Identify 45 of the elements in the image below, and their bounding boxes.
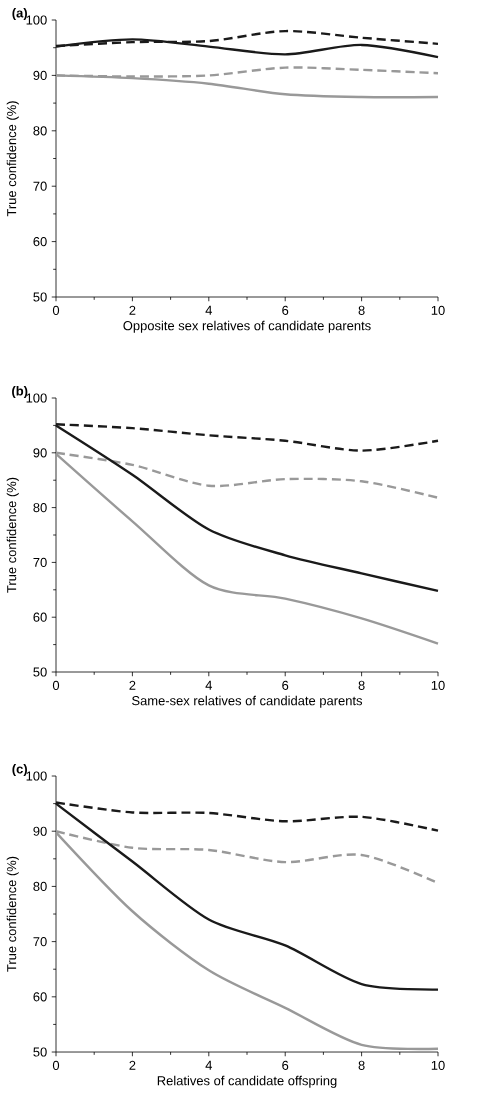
x-tick-label: 8 xyxy=(358,305,365,315)
y-tick-label: 100 xyxy=(26,771,47,781)
x-tick-label: 2 xyxy=(129,305,136,315)
y-tick-label: 50 xyxy=(33,667,47,677)
x-tick-label: 10 xyxy=(431,1060,445,1070)
y-tick-label: 80 xyxy=(33,126,47,136)
y-tick-label: 60 xyxy=(33,237,47,247)
x-axis-title: Same-sex relatives of candidate parents xyxy=(132,695,363,708)
y-tick-label: 80 xyxy=(33,503,47,513)
x-tick-label: 6 xyxy=(282,305,289,315)
x-tick-label: 2 xyxy=(129,1060,136,1070)
y-tick-label: 70 xyxy=(33,937,47,947)
x-tick-label: 8 xyxy=(358,1060,365,1070)
x-axis-title: Opposite sex relatives of candidate parents xyxy=(123,320,371,333)
x-tick-label: 4 xyxy=(205,1060,213,1070)
y-tick-label: 50 xyxy=(33,292,47,302)
x-tick-label: 10 xyxy=(431,680,445,690)
x-tick-label: 0 xyxy=(52,680,60,690)
x-tick-label: 2 xyxy=(129,680,136,690)
y-tick-label: 100 xyxy=(26,15,47,25)
y-tick-label: 70 xyxy=(33,557,47,567)
y-tick-label: 90 xyxy=(33,826,47,836)
y-tick-label: 80 xyxy=(33,881,47,891)
y-tick-label: 60 xyxy=(33,612,47,622)
chart-title: (c) xyxy=(12,763,27,777)
chart-title: (b) xyxy=(12,385,28,399)
x-tick-label: 8 xyxy=(358,680,365,690)
x-tick-label: 4 xyxy=(205,680,213,690)
x-tick-label: 4 xyxy=(205,305,213,315)
y-axis-title: True confidence (%) xyxy=(6,856,19,972)
y-axis-title: True confidence (%) xyxy=(6,477,19,593)
y-tick-label: 90 xyxy=(33,70,47,80)
x-tick-label: 0 xyxy=(52,305,60,315)
x-tick-label: 6 xyxy=(282,1060,289,1070)
x-tick-label: 10 xyxy=(431,305,445,315)
y-axis-title: True confidence (%) xyxy=(6,101,19,217)
x-tick-label: 0 xyxy=(52,1060,60,1070)
chart-title: (a) xyxy=(12,7,27,21)
y-tick-label: 70 xyxy=(33,181,47,191)
y-tick-label: 60 xyxy=(33,992,47,1002)
x-axis-title: Relatives of candidate offspring xyxy=(157,1075,337,1088)
y-tick-label: 50 xyxy=(33,1047,47,1057)
x-tick-label: 6 xyxy=(282,680,289,690)
y-tick-label: 90 xyxy=(33,448,47,458)
y-tick-label: 100 xyxy=(26,393,47,403)
